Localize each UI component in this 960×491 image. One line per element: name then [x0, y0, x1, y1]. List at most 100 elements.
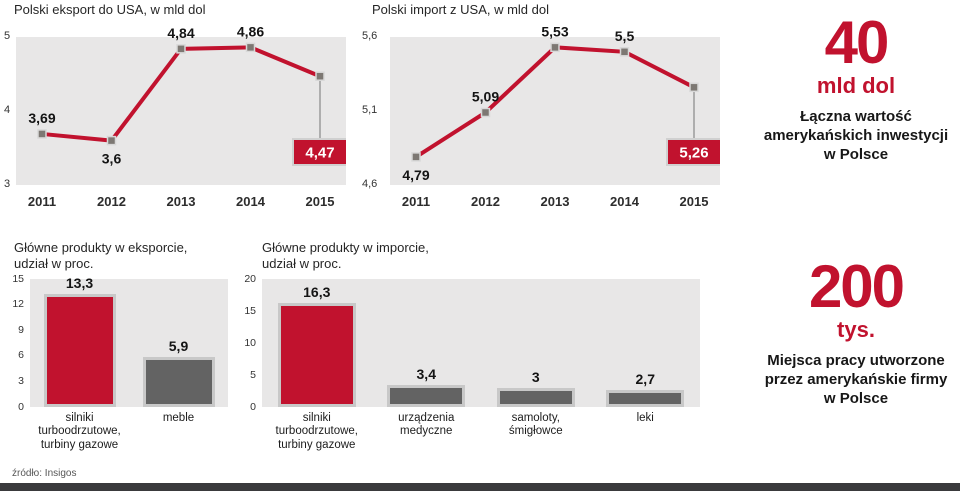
export-chart-title: Polski eksport do USA, w mld dol — [14, 2, 206, 17]
import-x-axis: 2011 2012 2013 2014 2015 — [390, 194, 728, 212]
bar-category-label: leki — [636, 411, 654, 424]
point-value-label: 5,5 — [615, 28, 635, 44]
stat-description: Łączna wartość amerykańskich inwestycji … — [763, 108, 949, 163]
bar-value-label: 13,3 — [65, 274, 94, 291]
highlight-value-box — [292, 138, 346, 167]
stat-jobs-created: 200 tys. Miejsca pracy utworzone przez a… — [758, 253, 954, 408]
y-tick-label: 10 — [244, 336, 256, 349]
y-tick-label: 5,6 — [362, 30, 378, 43]
y-tick-label: 0 — [250, 400, 256, 413]
bar-category-label: silniki turboodrzutowe, turbiny gazowe — [38, 411, 121, 452]
import-bars-categories: silniki turboodrzutowe, turbiny gazowe ur… — [262, 412, 700, 453]
bar-category-label: samoloty, śmigłowce — [508, 411, 563, 438]
bar — [43, 293, 116, 407]
data-point-marker — [176, 44, 186, 54]
x-tick-label: 2015 — [305, 194, 335, 210]
data-point-marker — [245, 42, 256, 53]
data-point-marker — [37, 129, 47, 139]
import-y-axis: 5,6 5,1 4,6 — [362, 21, 390, 191]
source-note: źródło: Insigos — [12, 468, 77, 479]
bar-value-label: 2,7 — [635, 370, 655, 387]
point-value-label: 4,84 — [167, 25, 194, 41]
y-tick-label: 3 — [4, 178, 11, 191]
point-value-label: 5,53 — [541, 24, 568, 40]
bar — [387, 384, 466, 407]
export-bars-plot-area: 15 12 9 6 3 0 13,3 5,9 — [8, 273, 230, 413]
export-bars-plot: 13,3 5,9 — [30, 275, 228, 407]
data-point-marker — [550, 42, 560, 53]
import-products-title: Główne produkty w imporcie, udział w pro… — [262, 240, 429, 272]
point-value-label: 4,86 — [237, 24, 264, 40]
import-line-svg: 4,79 5,09 5,53 5,5 5,26 — [390, 24, 720, 186]
y-tick-label: 4 — [4, 104, 11, 117]
bar-value-label: 16,3 — [303, 283, 331, 300]
export-plot-area: 5 4 3 3,69 3,6 4,84 4,86 4,47 — [4, 21, 354, 191]
x-tick-label: 2011 — [27, 194, 57, 210]
import-plot-area: 5,6 5,1 4,6 4,79 5,09 5,53 5,5 5,26 — [362, 21, 728, 191]
y-tick-label: 6 — [18, 349, 24, 362]
data-point-marker — [619, 47, 630, 57]
y-tick-label: 5,1 — [362, 104, 378, 117]
stat-description: Miejsca pracy utworzone przez amerykańsk… — [764, 352, 948, 407]
export-products-bar-chart: Główne produkty w eksporcie, udział w pr… — [8, 240, 230, 453]
import-bars-plot: 16,3 3,4 3 2,7 — [262, 278, 700, 407]
x-tick-label: 2012 — [471, 194, 500, 210]
bar — [142, 356, 215, 407]
x-tick-label: 2015 — [679, 194, 709, 210]
export-products-title: Główne produkty w eksporcie, udział w pr… — [14, 240, 188, 272]
footer-bar — [0, 483, 960, 491]
import-bars-plot-area: 20 15 10 5 0 16,3 3,4 3 2,7 — [238, 273, 702, 413]
bar-category-label: meble — [162, 411, 195, 424]
highlight-value-box — [666, 138, 720, 167]
export-line-chart: Polski eksport do USA, w mld dol 5 4 3 3,6… — [4, 2, 354, 212]
bar — [277, 302, 356, 407]
y-tick-label: 12 — [12, 298, 24, 311]
import-line-chart: Polski import z USA, w mld dol 5,6 5,1 4,6… — [362, 2, 728, 212]
y-tick-label: 4,6 — [362, 178, 378, 191]
export-line-svg: 3,69 3,6 4,84 4,86 4,47 — [16, 24, 346, 186]
bar-value-label: 3 — [531, 368, 540, 385]
y-tick-label: 3 — [18, 374, 24, 387]
data-point-marker — [315, 71, 325, 82]
y-tick-label: 15 — [244, 304, 256, 317]
y-tick-label: 20 — [244, 272, 256, 285]
stat-unit: mld dol — [816, 73, 896, 98]
bar — [496, 387, 575, 407]
stat-number: 200 — [808, 253, 905, 320]
export-bars-categories: silniki turboodrzutowe, turbiny gazowe me… — [30, 412, 228, 453]
stat-total-investments: 40 mld dol Łączna wartość amerykańskich … — [758, 9, 954, 164]
stat-unit: tys. — [837, 317, 875, 342]
y-tick-label: 15 — [12, 272, 24, 285]
import-chart-title: Polski import z USA, w mld dol — [372, 2, 549, 17]
export-y-axis: 5 4 3 — [4, 21, 16, 191]
stat-number: 40 — [824, 9, 890, 76]
point-value-label: 3,69 — [28, 110, 55, 126]
bar — [606, 389, 685, 407]
y-tick-label: 0 — [18, 400, 24, 413]
point-value-label: 5,09 — [472, 89, 499, 105]
y-tick-label: 5 — [4, 30, 11, 43]
bar-value-label: 5,9 — [168, 337, 189, 354]
bar-category-label: urządzenia medyczne — [398, 411, 455, 438]
export-x-axis: 2011 2012 2013 2014 2015 — [16, 194, 354, 212]
y-tick-label: 9 — [18, 323, 24, 336]
bar-value-label: 3,4 — [416, 365, 436, 382]
point-value-label: 4,79 — [402, 167, 429, 183]
y-tick-label: 5 — [250, 368, 256, 381]
data-point-marker — [689, 82, 699, 93]
x-tick-label: 2013 — [166, 194, 196, 210]
bar-category-label: silniki turboodrzutowe, turbiny gazowe — [275, 411, 358, 452]
highlight-value-label: 4,47 — [305, 145, 334, 162]
x-tick-label: 2012 — [97, 194, 126, 210]
plot-background — [390, 37, 720, 186]
highlight-value-label: 5,26 — [679, 145, 708, 162]
x-tick-label: 2014 — [610, 194, 639, 210]
data-point-marker — [480, 107, 491, 118]
data-point-marker — [411, 152, 421, 162]
x-tick-label: 2011 — [401, 194, 431, 210]
point-value-label: 3,6 — [102, 151, 122, 167]
export-bars-y-axis: 15 12 9 6 3 0 — [8, 273, 30, 413]
data-point-marker — [106, 136, 117, 146]
import-bars-y-axis: 20 15 10 5 0 — [238, 273, 262, 413]
